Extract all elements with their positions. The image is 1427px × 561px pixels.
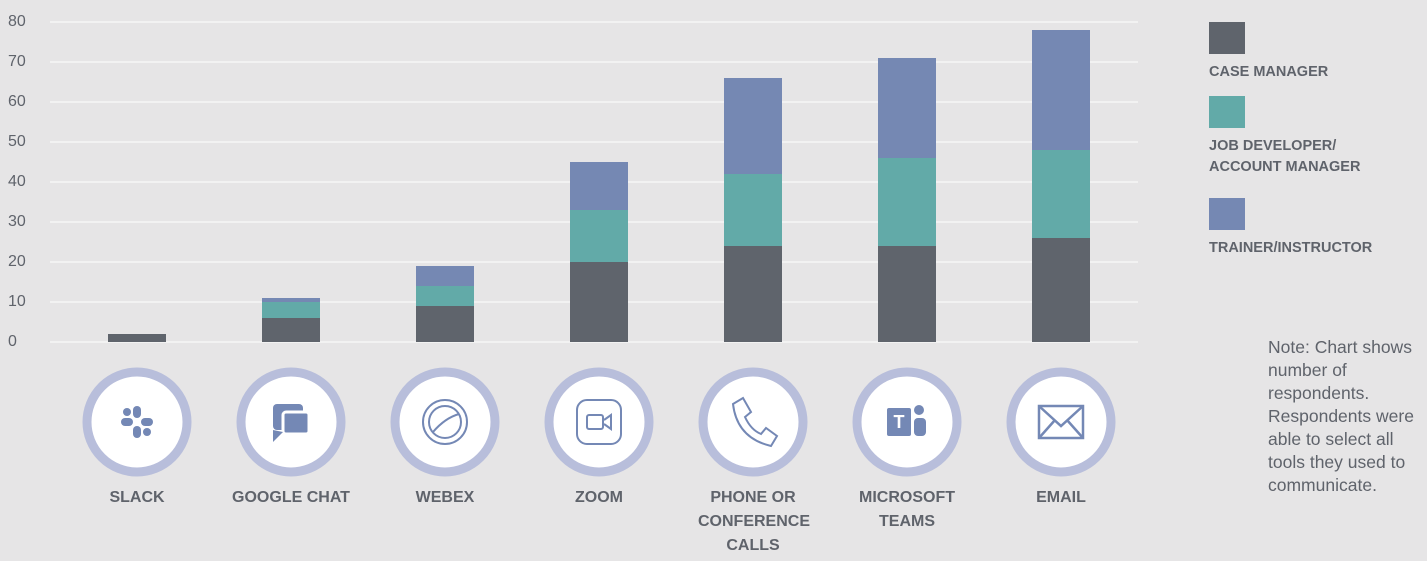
bar-segment bbox=[724, 174, 782, 246]
note: Note: Chart shows number of respondents.… bbox=[1268, 337, 1414, 495]
icon-part bbox=[731, 396, 779, 448]
icon-part bbox=[914, 418, 926, 436]
icon-part bbox=[121, 418, 133, 426]
y-tick-label: 70 bbox=[8, 53, 26, 70]
legend-swatch bbox=[1209, 198, 1245, 230]
bar-segment bbox=[262, 298, 320, 302]
icon-part bbox=[281, 410, 311, 436]
icon bbox=[544, 367, 654, 477]
icon-ring bbox=[82, 367, 192, 477]
bar-segment bbox=[108, 334, 166, 342]
x-tick-label: MICROSOFT TEAMS bbox=[859, 489, 955, 530]
icon-part bbox=[1037, 404, 1085, 440]
icon-ring bbox=[544, 367, 654, 477]
icon-part bbox=[143, 428, 151, 436]
icon bbox=[236, 367, 346, 477]
y-tick-label: 30 bbox=[8, 213, 26, 230]
icon-part bbox=[603, 413, 612, 431]
icon-part bbox=[133, 426, 141, 438]
bar-segment bbox=[416, 286, 474, 306]
bar-segment bbox=[878, 246, 936, 342]
y-tick-label: 50 bbox=[8, 133, 26, 150]
icon-part bbox=[428, 405, 462, 439]
icon-ring bbox=[698, 367, 808, 477]
y-tick-label: 10 bbox=[8, 293, 26, 310]
x-tick-label: PHONE OR CONFERENCE CALLS bbox=[698, 489, 811, 554]
bar-segment bbox=[416, 306, 474, 342]
icon-part bbox=[273, 430, 283, 442]
icon bbox=[390, 367, 500, 477]
x-tick-label: EMAIL bbox=[1036, 489, 1086, 506]
bar-segment bbox=[570, 262, 628, 342]
icon bbox=[698, 367, 808, 477]
bar-segment bbox=[1032, 238, 1090, 342]
icon-part bbox=[141, 418, 153, 426]
y-tick-label: 0 bbox=[8, 333, 17, 350]
x-tick-label: SLACK bbox=[109, 489, 165, 506]
icon-part: T bbox=[894, 412, 905, 432]
bar-segment bbox=[570, 210, 628, 262]
x-tick-label: WEBEX bbox=[415, 489, 475, 506]
icon-part bbox=[422, 399, 468, 445]
x-tick-label: GOOGLE CHAT bbox=[232, 489, 350, 506]
icon-part bbox=[123, 408, 131, 416]
y-tick-label: 20 bbox=[8, 253, 26, 270]
icon-part bbox=[133, 406, 141, 418]
bar-segment bbox=[262, 302, 320, 318]
bar-segment bbox=[570, 162, 628, 210]
icon-part bbox=[914, 405, 924, 415]
legend-swatch bbox=[1209, 22, 1245, 54]
bar-segment bbox=[416, 266, 474, 286]
icon-part bbox=[586, 414, 604, 430]
icon: T bbox=[852, 367, 962, 477]
bar-segment bbox=[724, 78, 782, 174]
legend-label: JOB DEVELOPER/ ACCOUNT MANAGER bbox=[1209, 138, 1361, 175]
legend-label: TRAINER/INSTRUCTOR bbox=[1209, 240, 1373, 256]
y-tick-label: 60 bbox=[8, 93, 26, 110]
icon-part bbox=[576, 399, 622, 445]
icon-ring bbox=[1006, 367, 1116, 477]
icon-part bbox=[887, 408, 911, 436]
bar-segment bbox=[262, 318, 320, 342]
bar-segment bbox=[1032, 30, 1090, 150]
icon-part bbox=[1038, 405, 1084, 439]
icon-part bbox=[432, 413, 460, 433]
y-tick-label: 80 bbox=[8, 13, 26, 30]
bar-segment bbox=[1032, 150, 1090, 238]
icon bbox=[82, 367, 192, 477]
legend-label: CASE MANAGER bbox=[1209, 64, 1329, 80]
y-tick-label: 40 bbox=[8, 173, 26, 190]
bar-segment bbox=[878, 58, 936, 158]
icon bbox=[1006, 367, 1116, 477]
bar-segment bbox=[724, 246, 782, 342]
bar-segment bbox=[878, 158, 936, 246]
legend-swatch bbox=[1209, 96, 1245, 128]
x-tick-label: ZOOM bbox=[575, 489, 623, 506]
